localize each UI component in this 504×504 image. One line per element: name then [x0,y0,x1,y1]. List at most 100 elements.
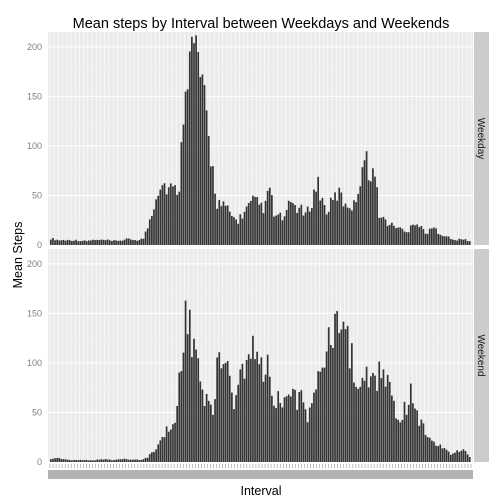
bar [309,212,311,245]
bar [75,460,77,462]
bar [366,151,368,245]
bar [58,240,60,245]
bar [429,438,431,462]
bar [345,204,347,245]
bar [210,405,212,462]
y-tick-label: 100 [27,358,42,368]
bar [343,322,345,462]
bar [376,187,378,245]
bar [391,396,393,462]
bar [408,232,410,245]
bar [223,364,225,462]
bar [111,241,113,245]
bar [88,240,90,245]
bar [206,110,208,245]
bar [380,378,382,462]
bar [128,460,130,462]
bar [423,229,425,245]
bar [427,437,429,462]
bar [103,240,105,245]
bar [305,409,307,462]
bar [433,227,435,245]
bar [84,240,86,245]
bar [277,391,279,462]
bar [418,227,420,245]
bar [355,202,357,245]
bar [98,460,100,462]
bar [239,369,241,462]
bar [406,415,408,462]
bar [119,241,121,245]
bar [444,236,446,245]
bar [427,234,429,245]
bar [467,454,469,462]
bar [210,167,212,245]
bar [429,229,431,245]
bar [141,239,143,245]
bar [244,212,246,245]
bar [319,201,321,245]
y-tick-label: 150 [27,308,42,318]
bar [296,213,298,245]
bar [122,459,124,462]
bar [69,460,71,462]
bar [267,191,269,245]
bar [50,240,52,245]
bar [355,387,357,462]
bar [345,329,347,462]
y-tick-label: 200 [27,42,42,52]
bar [265,375,267,462]
bar [282,220,284,245]
bar [63,459,65,462]
y-tick-label: 0 [37,240,42,250]
bar [193,339,195,462]
bar [385,219,387,245]
bar [233,217,235,245]
bar [195,350,197,462]
bar [105,240,107,245]
bar [296,410,298,462]
bar [233,409,235,462]
bar [315,389,317,462]
bar [393,226,395,245]
bar [149,454,151,462]
bar [101,459,103,462]
bar [187,334,189,462]
bar [126,459,128,462]
bar [151,216,153,245]
bar [347,208,349,245]
bar [416,224,418,245]
bar [84,460,86,462]
bar [343,206,345,245]
bar [402,420,404,462]
bar [250,359,252,462]
bar [372,168,374,245]
bar [376,391,378,462]
bar [446,450,448,462]
facet-panels: 050100150200Weekday050100150200Weekend [27,32,489,479]
bar [282,407,284,462]
bar [452,453,454,462]
bar [406,232,408,245]
bar [50,459,52,462]
bar [399,422,401,462]
bar [197,52,199,245]
bar [351,210,353,245]
bar [439,445,441,462]
bar [359,186,361,245]
bar [63,240,65,245]
bar [82,460,84,462]
bar [311,208,313,245]
bar [271,195,273,245]
bar [448,236,450,245]
bar [204,85,206,245]
bar [86,460,88,462]
bar [214,399,216,462]
bar [269,377,271,462]
bar [332,200,334,245]
bar [261,357,263,462]
bar [164,437,166,462]
bar [189,310,191,462]
bar [185,301,187,462]
bar [96,460,98,462]
